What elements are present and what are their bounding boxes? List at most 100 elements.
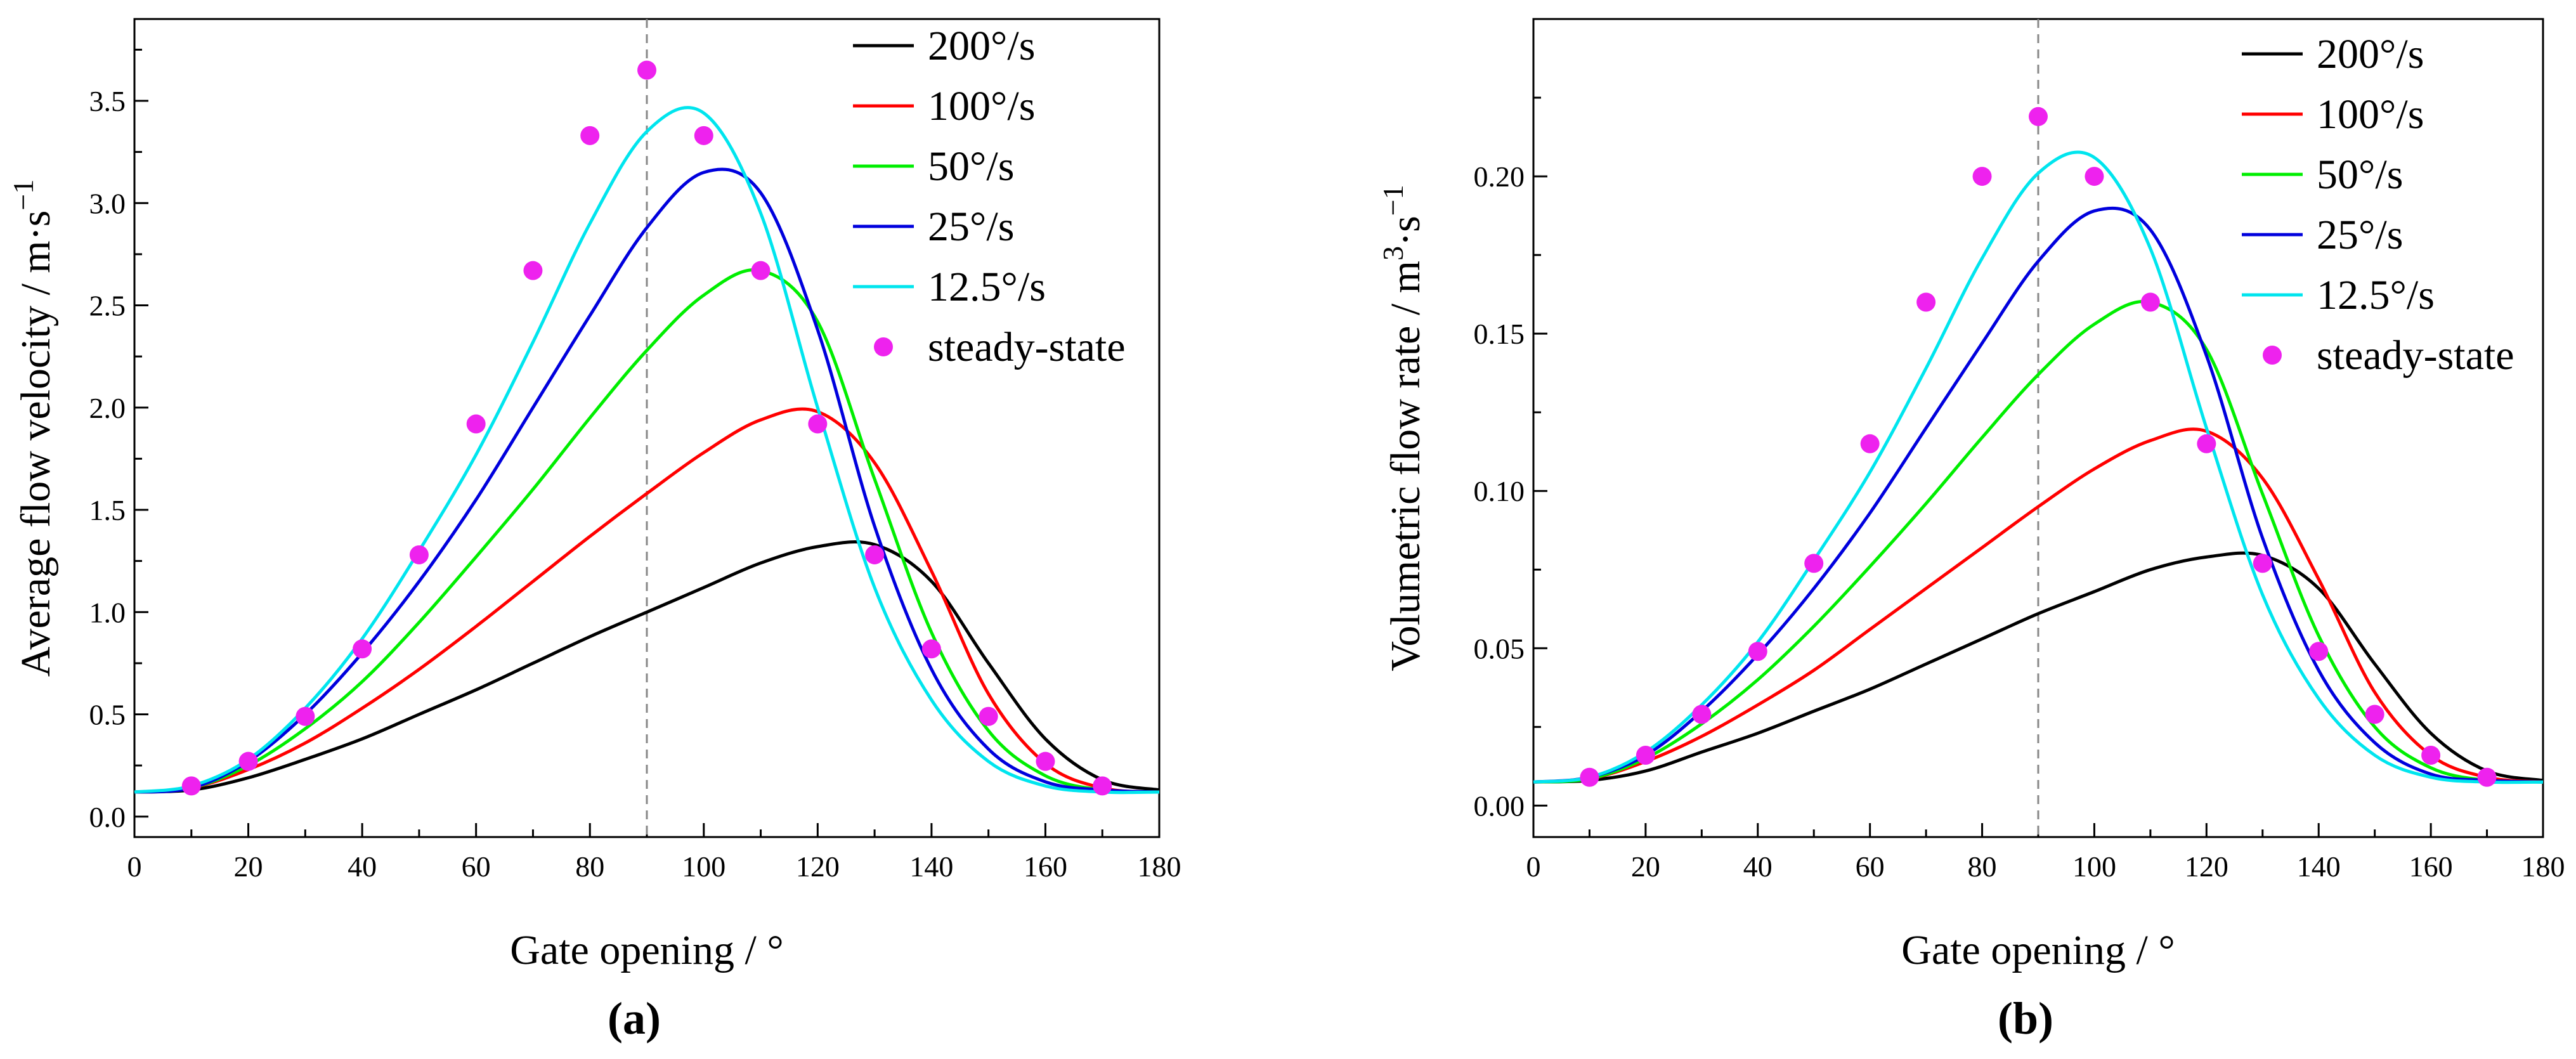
legend-label: 25°/s	[928, 204, 1014, 250]
y-axis-title-main: Volumetric flow rate / m	[1382, 261, 1429, 672]
x-tick-label: 160	[2409, 850, 2453, 883]
y-tick-label: 0.15	[1474, 318, 1525, 350]
y-tick-label: 0.10	[1474, 475, 1525, 507]
x-tick-label: 140	[2297, 850, 2341, 883]
legend-label: 50°/s	[2317, 152, 2403, 198]
series-line-12.5s-deg-per-s	[1533, 150, 2544, 784]
y-axis-title-superscript: −1	[1377, 185, 1409, 216]
x-tick-label: 80	[1968, 850, 1997, 883]
chart-panel-b: 0 20 40 60 80 100 120 140 160 180 0.00 0.05 0.10 0.15…	[1377, 18, 2565, 1044]
series-line-200s-deg-per-s	[1533, 551, 2544, 784]
y-tick-label: 1.0	[89, 596, 126, 628]
legend-label: 50°/s	[928, 143, 1014, 190]
x-tick-label: 60	[462, 850, 491, 883]
steady-state-point	[1972, 167, 1992, 186]
panel-label: (a)	[608, 993, 661, 1044]
steady-state-point	[1916, 292, 1936, 312]
steady-state-point	[353, 639, 372, 659]
x-tick-label: 180	[2521, 850, 2565, 883]
steady-state-point	[409, 545, 429, 564]
legend-label: 100°/s	[2317, 91, 2424, 138]
x-tick-label: 20	[1631, 850, 1660, 883]
y-tick-label: 0.05	[1474, 632, 1525, 665]
x-tick-label: 180	[1138, 850, 1181, 883]
steady-state-point	[2421, 746, 2441, 765]
legend: 200°/s 100°/s 50°/s 25°/s 12.5°/s steady-stat…	[853, 23, 1126, 370]
steady-state-point	[2029, 107, 2048, 126]
legend-label: 200°/s	[928, 23, 1035, 69]
legend-label: steady-state	[928, 324, 1126, 370]
steady-state-point	[2140, 292, 2160, 312]
x-tick-label: 140	[909, 850, 953, 883]
steady-state-point	[238, 751, 258, 771]
y-tick-label: 1.5	[89, 494, 126, 526]
y-tick-label: 0.0	[89, 801, 126, 833]
x-tick-label: 60	[1856, 850, 1885, 883]
panel-label: (b)	[1998, 993, 2053, 1044]
legend-marker	[2263, 346, 2282, 365]
y-axis-title: Volumetric flow rate / m3·s−1	[1377, 185, 1429, 671]
steady-state-point	[1580, 767, 1599, 787]
y-tick-label: 3.5	[89, 85, 126, 117]
legend-label: 25°/s	[2317, 212, 2403, 258]
series-line-25s-deg-per-s	[134, 167, 1160, 794]
steady-state-point	[523, 261, 543, 280]
y-axis-title-superscript: −1	[7, 179, 39, 211]
steady-state-point	[2197, 434, 2216, 453]
x-tick-label: 120	[796, 850, 840, 883]
x-axis-title: Gate opening / °	[1901, 927, 2175, 973]
x-tick-label: 0	[1526, 850, 1541, 883]
steady-state-point	[1748, 642, 1767, 661]
steady-state-point	[2309, 642, 2329, 661]
steady-state-point	[1636, 746, 1655, 765]
y-tick-label: 2.0	[89, 392, 126, 424]
y-tick-label: 3.0	[89, 187, 126, 219]
steady-state-point	[181, 776, 201, 796]
y-axis-title-superscript: 3	[1377, 246, 1409, 261]
x-tick-label: 0	[127, 850, 142, 883]
steady-state-point	[2085, 167, 2104, 186]
steady-state-point	[1860, 434, 1880, 453]
steady-state-point	[1093, 776, 1112, 796]
steady-state-point	[751, 261, 771, 280]
steady-state-point	[580, 126, 600, 145]
steady-state-point	[1692, 705, 1712, 724]
x-tick-label: 100	[2072, 850, 2116, 883]
x-tick-label: 100	[682, 850, 725, 883]
steady-state-point	[466, 414, 486, 434]
steady-state-point	[921, 639, 941, 659]
x-tick-label: 80	[575, 850, 604, 883]
steady-state-point	[296, 706, 315, 726]
steady-state-point	[2253, 554, 2272, 573]
x-tick-label: 20	[234, 850, 263, 883]
steady-state-point	[694, 126, 713, 145]
y-tick-label: 0.00	[1474, 789, 1525, 822]
x-tick-label: 120	[2185, 850, 2228, 883]
y-tick-label: 0.5	[89, 699, 126, 731]
series-line-25s-deg-per-s	[1533, 206, 2544, 784]
y-tick-label: 0.20	[1474, 160, 1525, 193]
legend: 200°/s 100°/s 50°/s 25°/s 12.5°/s steady-stat…	[2242, 31, 2514, 379]
y-axis-title-unit: ·s	[1382, 216, 1429, 246]
steady-state-point	[979, 706, 998, 726]
y-axis-title-main: Average flow velocity / m·s	[13, 211, 59, 677]
x-tick-label: 40	[1743, 850, 1773, 883]
series-line-100s-deg-per-s	[134, 407, 1160, 794]
chart-panel-a: 0 20 40 60 80 100 120 140 160 180 0.0 0.5 1.0 1.5 2.0 2…	[7, 18, 1181, 1044]
x-axis-title: Gate opening / °	[510, 927, 783, 973]
steady-state-point	[1804, 554, 1824, 573]
series-line-200s-deg-per-s	[134, 540, 1160, 794]
steady-state-point	[1036, 751, 1055, 771]
steady-state-point	[2365, 705, 2384, 724]
steady-state-point	[808, 414, 828, 434]
legend-label: 200°/s	[2317, 31, 2424, 77]
steady-state-point	[637, 60, 656, 80]
legend-label: steady-state	[2317, 332, 2514, 379]
series-line-100s-deg-per-s	[1533, 427, 2544, 784]
steady-state-point	[2477, 767, 2497, 787]
legend-marker	[874, 337, 893, 356]
legend-label: 12.5°/s	[928, 264, 1046, 310]
y-axis-title: Average flow velocity / m·s−1	[7, 179, 59, 677]
